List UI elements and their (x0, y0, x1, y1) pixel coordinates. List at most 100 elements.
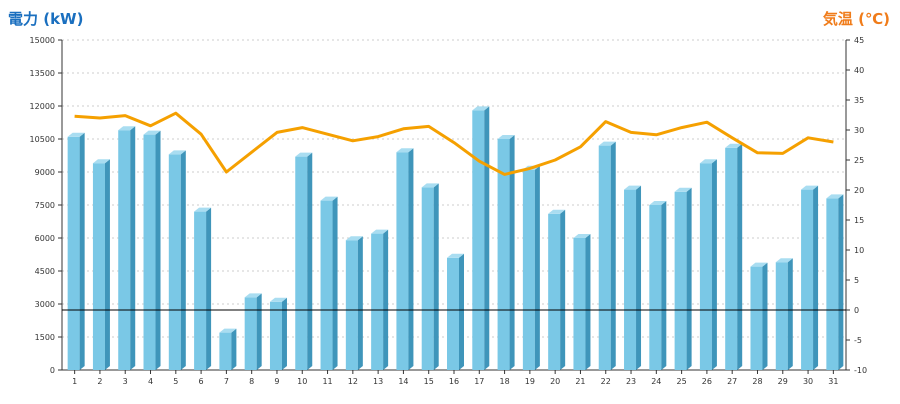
bar (244, 293, 262, 370)
x-tick-label: 24 (651, 377, 661, 386)
bar-front (168, 154, 181, 370)
bar-top (244, 293, 262, 298)
bar-side (104, 159, 110, 370)
bar-side (610, 141, 616, 370)
bar-top (67, 132, 85, 137)
bar-front (750, 266, 763, 370)
left-tick-label: 12000 (30, 102, 55, 111)
x-tick-label: 18 (499, 377, 509, 386)
bar-front (244, 297, 257, 370)
left-tick-label: 0 (50, 366, 55, 375)
bar-top (573, 234, 591, 238)
x-tick-label: 13 (373, 377, 383, 386)
bar (269, 297, 287, 370)
x-tick-label: 9 (274, 377, 279, 386)
bar-front (67, 136, 80, 370)
x-tick-label: 16 (449, 377, 459, 386)
bar-side (281, 297, 287, 370)
bar (750, 262, 768, 370)
right-tick-label: -10 (854, 366, 867, 375)
bar-top (775, 258, 793, 263)
x-tick-label: 8 (249, 377, 254, 386)
bar-top (92, 159, 110, 164)
left-axis-title: 電力 (kW) (8, 10, 84, 28)
bar (522, 165, 540, 370)
bar-front (573, 238, 586, 370)
bar-top (750, 262, 768, 267)
bar-top (118, 126, 136, 131)
left-tick-label: 9000 (35, 168, 55, 177)
bar-top (396, 148, 414, 153)
bar (194, 207, 212, 370)
bar-front (269, 301, 282, 370)
bar-top (168, 150, 186, 155)
bar-side (130, 126, 136, 370)
bar-top (345, 236, 363, 241)
x-tick-label: 15 (424, 377, 434, 386)
bar-side (737, 143, 743, 370)
x-tick-label: 4 (148, 377, 153, 386)
x-tick-label: 2 (97, 377, 102, 386)
bar (472, 106, 490, 371)
bar-side (636, 185, 642, 370)
x-tick-label: 17 (474, 377, 484, 386)
bar-side (484, 106, 490, 371)
bar (573, 234, 591, 370)
bar (775, 258, 793, 370)
bar (548, 209, 566, 370)
bar (725, 143, 743, 370)
right-tick-label: 0 (854, 306, 859, 315)
right-tick-label: 15 (854, 216, 864, 225)
bar-top (269, 297, 287, 302)
bar-front (143, 134, 156, 370)
x-tick-label: 6 (199, 377, 204, 386)
bar-side (206, 207, 212, 370)
right-tick-label: 5 (854, 276, 859, 285)
bar-side (332, 196, 338, 370)
bar-front (219, 332, 232, 370)
bar (371, 229, 389, 370)
bar-front (118, 130, 131, 370)
left-tick-label: 13500 (30, 69, 55, 78)
bar-side (357, 236, 363, 370)
x-tick-label: 30 (803, 377, 813, 386)
left-tick-label: 7500 (35, 201, 55, 210)
bar-side (383, 229, 389, 370)
bar-side (534, 165, 540, 370)
x-tick-label: 27 (727, 377, 737, 386)
bar-front (674, 191, 687, 370)
right-tick-label: 40 (854, 66, 864, 75)
bar (447, 253, 464, 370)
x-tick-label: 29 (778, 377, 788, 386)
right-tick-label: 20 (854, 186, 864, 195)
x-tick-label: 28 (752, 377, 762, 386)
bar-top (421, 183, 439, 188)
bar-side (509, 135, 515, 370)
bar-top (674, 187, 692, 192)
bar-front (548, 213, 561, 370)
bar-top (194, 207, 212, 212)
left-tick-label: 10500 (30, 135, 55, 144)
bar-side (408, 148, 414, 370)
x-tick-label: 26 (702, 377, 712, 386)
left-tick-label: 4500 (35, 267, 55, 276)
bar-side (686, 187, 692, 370)
bar-front (421, 187, 434, 370)
bar-side (560, 209, 566, 370)
bar (396, 148, 414, 370)
bar-side (180, 150, 186, 370)
bar-front (775, 262, 788, 370)
bar (801, 185, 819, 370)
left-tick-label: 1500 (35, 333, 55, 342)
right-tick-label: 35 (854, 96, 864, 105)
bar-top (725, 143, 743, 148)
bar-side (231, 328, 237, 370)
bar-front (497, 139, 510, 370)
left-tick-label: 6000 (35, 234, 55, 243)
left-tick-label: 3000 (35, 300, 55, 309)
bar (421, 183, 439, 370)
bar-front (725, 147, 738, 370)
bar (699, 159, 717, 370)
